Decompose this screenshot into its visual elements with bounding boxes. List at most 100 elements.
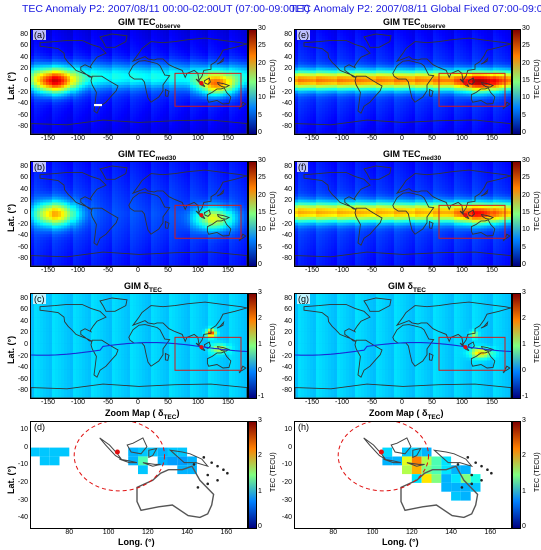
tec-cell — [103, 122, 107, 126]
tec-cell — [208, 179, 212, 183]
tec-cell — [136, 188, 140, 192]
tec-cell — [55, 105, 59, 109]
tec-cell — [133, 199, 137, 203]
tec-cell — [127, 76, 131, 80]
tec-cell — [52, 38, 56, 42]
tec-cell — [184, 176, 188, 180]
tec-cell — [85, 240, 89, 244]
tec-cell — [229, 53, 233, 57]
tec-cell — [34, 237, 38, 241]
tec-cell — [166, 110, 170, 115]
tec-cell — [136, 128, 140, 132]
tec-cell — [130, 188, 134, 192]
tec-cell — [244, 128, 247, 132]
tec-cell — [124, 131, 128, 134]
tec-cell — [202, 199, 206, 203]
tec-cell — [127, 67, 131, 71]
tec-cell — [181, 222, 185, 226]
tec-cell — [109, 116, 113, 120]
tec-cell — [238, 67, 242, 71]
tec-cell — [73, 125, 77, 129]
tec-cell — [91, 205, 95, 209]
tec-cell — [235, 93, 239, 97]
tec-cell — [175, 50, 179, 54]
tec-cell — [157, 263, 161, 266]
tec-cell — [199, 202, 203, 206]
tec-cell — [91, 96, 95, 100]
tec-cell — [67, 102, 71, 106]
tec-cell — [100, 196, 104, 200]
tec-cell — [88, 257, 92, 261]
tec-cell — [88, 99, 92, 103]
tec-cell — [49, 260, 53, 264]
tec-cell — [112, 199, 116, 203]
tec-cell — [43, 242, 47, 247]
tec-cell — [58, 263, 62, 266]
tec-cell — [199, 102, 203, 106]
tec-cell — [85, 93, 89, 97]
tec-cell — [55, 102, 59, 106]
tec-cell — [166, 173, 170, 177]
tec-cell — [88, 225, 92, 229]
tec-cell — [175, 222, 179, 226]
tec-cell — [94, 196, 98, 200]
tec-cell — [49, 53, 53, 57]
tec-cell — [169, 167, 173, 171]
tec-cell — [46, 219, 50, 223]
tec-cell — [220, 231, 224, 235]
tec-cell — [121, 44, 125, 48]
tec-cell — [238, 96, 242, 100]
tec-cell — [61, 208, 65, 212]
tec-cell — [151, 228, 155, 232]
tec-cell — [214, 245, 218, 249]
tec-cell — [49, 67, 53, 71]
tec-cell — [175, 240, 179, 244]
tec-cell — [70, 50, 74, 54]
tec-cell — [37, 251, 41, 255]
tec-cell — [46, 113, 50, 117]
tec-cell — [61, 216, 65, 221]
tec-cell — [169, 164, 173, 169]
tec-cell — [64, 202, 68, 206]
tec-cell — [151, 64, 155, 68]
tec-cell — [211, 32, 215, 37]
tec-cell — [190, 122, 194, 126]
tec-cell — [43, 119, 47, 123]
tec-cell — [175, 182, 179, 186]
tec-cell — [220, 70, 224, 74]
tec-cell — [226, 32, 230, 37]
tec-cell — [49, 58, 53, 63]
tec-cell — [40, 64, 44, 68]
tec-cell — [55, 64, 59, 68]
tec-cell — [70, 58, 74, 63]
tec-cell — [79, 173, 83, 177]
tec-cell — [109, 56, 113, 60]
tec-cell — [220, 254, 224, 258]
tec-cell — [76, 214, 80, 218]
tec-cell — [208, 219, 212, 223]
tec-cell — [124, 87, 128, 91]
tec-cell — [181, 73, 185, 77]
tec-cell — [58, 122, 62, 126]
tec-cell — [127, 162, 131, 166]
tec-cell — [43, 131, 47, 134]
tec-cell — [70, 176, 74, 180]
tec-cell — [151, 32, 155, 37]
tec-cell — [163, 105, 167, 109]
tec-cell — [169, 56, 173, 60]
tec-cell — [136, 214, 140, 218]
tec-cell — [130, 61, 134, 65]
tec-cell — [226, 242, 230, 247]
tec-cell — [151, 87, 155, 91]
tec-cell — [232, 84, 236, 89]
tec-cell — [199, 131, 203, 134]
tec-cell — [106, 38, 110, 42]
tec-cell — [64, 70, 68, 74]
tec-cell — [169, 222, 173, 226]
tec-cell — [124, 110, 128, 115]
tec-cell — [142, 67, 146, 71]
tec-cell — [109, 61, 113, 65]
tec-cell — [142, 234, 146, 238]
tec-cell — [223, 53, 227, 57]
tec-cell — [190, 263, 194, 266]
